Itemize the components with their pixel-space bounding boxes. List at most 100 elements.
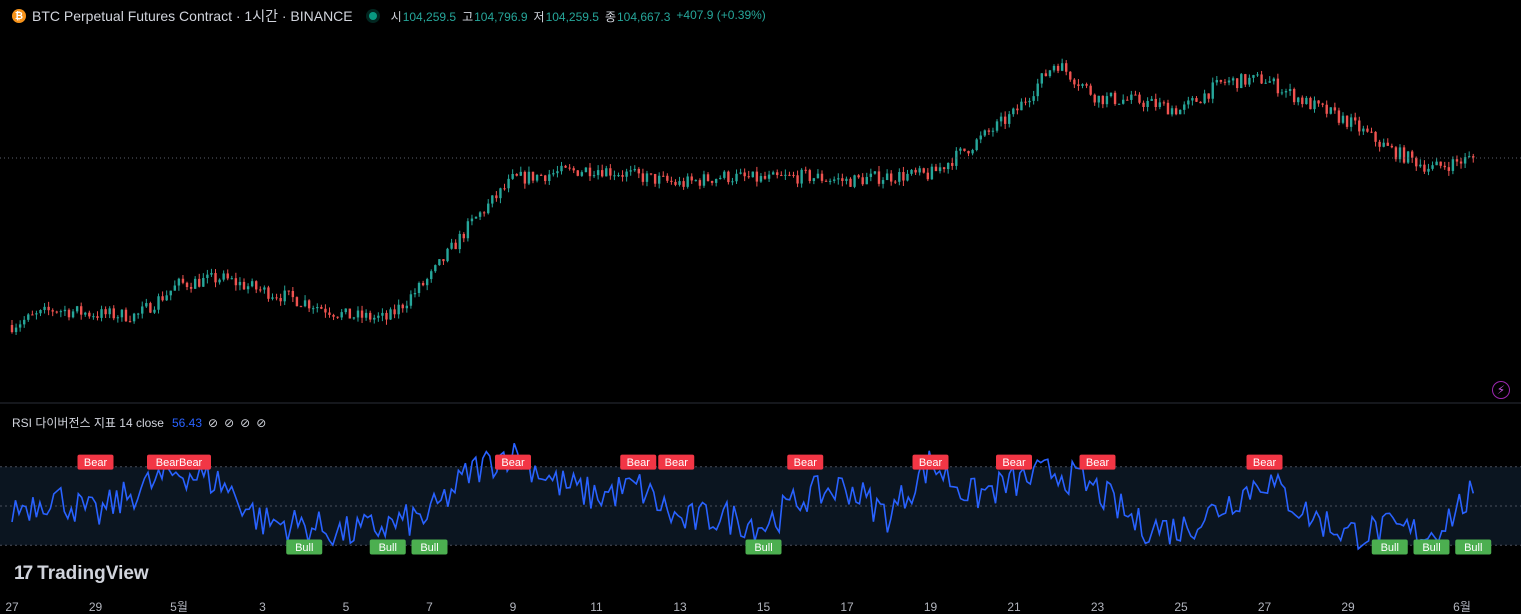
indicator-header[interactable]: RSI 다이버전스 지표 14 close 56.43 ⊘ ⊘ ⊘ ⊘ xyxy=(12,414,266,431)
candle-body xyxy=(1003,116,1007,124)
candle-body xyxy=(198,278,201,287)
divergence-tag xyxy=(147,454,211,470)
hidden-plot-icon: ⊘ xyxy=(224,415,235,430)
candle-body xyxy=(409,294,413,306)
bear-label: Bear xyxy=(912,454,949,470)
bear-label: Bear xyxy=(1079,454,1116,470)
hidden-plot-icon: ⊘ xyxy=(208,415,219,430)
divergence-tag xyxy=(1455,539,1492,555)
candle-body xyxy=(951,162,954,166)
candle-body xyxy=(1264,82,1267,84)
candle-body xyxy=(283,290,286,302)
time-axis-label: 3 xyxy=(259,600,266,614)
candle-body xyxy=(889,173,893,182)
candle-body xyxy=(75,306,79,312)
candle-body xyxy=(1443,165,1446,168)
candle-body xyxy=(885,173,889,181)
divergence-tag xyxy=(996,454,1032,470)
time-axis-label: 13 xyxy=(673,600,687,614)
candle-body xyxy=(975,139,978,151)
candle-body xyxy=(1207,93,1210,99)
candle-body xyxy=(499,188,502,199)
candle-body xyxy=(405,305,409,309)
candle-body xyxy=(1366,128,1369,132)
candle-body xyxy=(189,287,193,289)
candle-body xyxy=(10,325,14,333)
candle-body xyxy=(1016,108,1019,111)
candle-body xyxy=(1427,168,1430,172)
divergence-tag xyxy=(658,454,695,470)
bear-label: Bear xyxy=(996,454,1032,470)
candle-body xyxy=(682,181,685,187)
candle-body xyxy=(71,311,75,318)
divergence-tag xyxy=(745,539,782,555)
time-axis-label: 11 xyxy=(590,600,603,614)
candle-body xyxy=(1463,157,1467,164)
candle-body xyxy=(193,278,197,289)
candle-body xyxy=(230,278,233,280)
divergence-tag-text: Bear xyxy=(1002,457,1026,469)
candle-body xyxy=(332,314,335,317)
candle-body xyxy=(1138,94,1141,103)
candle-body xyxy=(1109,92,1113,97)
candle-body xyxy=(1455,159,1459,162)
candle-body xyxy=(47,306,50,311)
candle-body xyxy=(482,212,486,214)
bear-label: Bear xyxy=(620,454,657,470)
candle-body xyxy=(865,176,868,185)
candle-body xyxy=(584,167,588,173)
candle-body xyxy=(442,259,445,262)
candle-body xyxy=(141,306,144,314)
candle-body xyxy=(531,171,535,181)
bear-label: Bear xyxy=(787,454,824,470)
low-value: 104,259.5 xyxy=(545,9,599,24)
candle-body xyxy=(666,175,669,181)
tradingview-logo[interactable]: 17 TradingView xyxy=(14,563,149,585)
candle-body xyxy=(1235,78,1239,89)
candle-body xyxy=(1268,81,1271,83)
candle-body xyxy=(27,314,30,320)
bull-label: Bull xyxy=(1371,539,1408,555)
candle-body xyxy=(743,172,746,177)
candle-body xyxy=(979,135,982,140)
candle-body xyxy=(393,309,396,315)
candle-body xyxy=(763,176,767,179)
change-value: +407.9 (+0.39%) xyxy=(676,7,766,22)
candle-body xyxy=(511,173,514,179)
candle-body xyxy=(653,174,657,184)
candle-body xyxy=(79,306,83,315)
candle-body xyxy=(279,297,282,302)
candle-body xyxy=(1056,65,1060,71)
indicator-value: 56.43 xyxy=(171,415,203,430)
candle-body xyxy=(861,177,864,185)
candle-body xyxy=(922,168,925,173)
candle-body xyxy=(1256,74,1259,76)
candle-body xyxy=(1451,159,1455,171)
candle-body xyxy=(767,174,771,179)
indicator-name[interactable]: RSI 다이버전스 지표 14 close xyxy=(12,416,164,430)
candle-body xyxy=(1288,89,1292,92)
bull-label: Bull xyxy=(1455,539,1492,555)
candle-body xyxy=(739,172,742,174)
tradingview-wordmark: TradingView xyxy=(37,563,149,584)
candle-body xyxy=(287,290,290,292)
candle-body xyxy=(1012,108,1015,115)
candle-body xyxy=(234,278,238,286)
candle-body xyxy=(1337,110,1341,123)
lightning-icon[interactable]: ⚡ xyxy=(1492,381,1510,399)
candle-body xyxy=(1101,95,1105,105)
candle-body xyxy=(1105,96,1109,105)
candle-body xyxy=(938,167,942,172)
candle-body xyxy=(1292,89,1296,103)
candle-body xyxy=(694,180,698,182)
candle-body xyxy=(706,174,710,181)
high-value: 104,796.9 xyxy=(474,9,528,24)
candle-body xyxy=(877,171,881,184)
candle-body xyxy=(869,173,873,177)
divergence-tag-text: Bear xyxy=(1086,457,1110,469)
time-axis-label: 19 xyxy=(924,600,938,614)
symbol-title[interactable]: BTC Perpetual Futures Contract · 1시간 · B… xyxy=(32,8,353,24)
candle-body xyxy=(690,176,693,181)
candle-body xyxy=(906,173,909,181)
